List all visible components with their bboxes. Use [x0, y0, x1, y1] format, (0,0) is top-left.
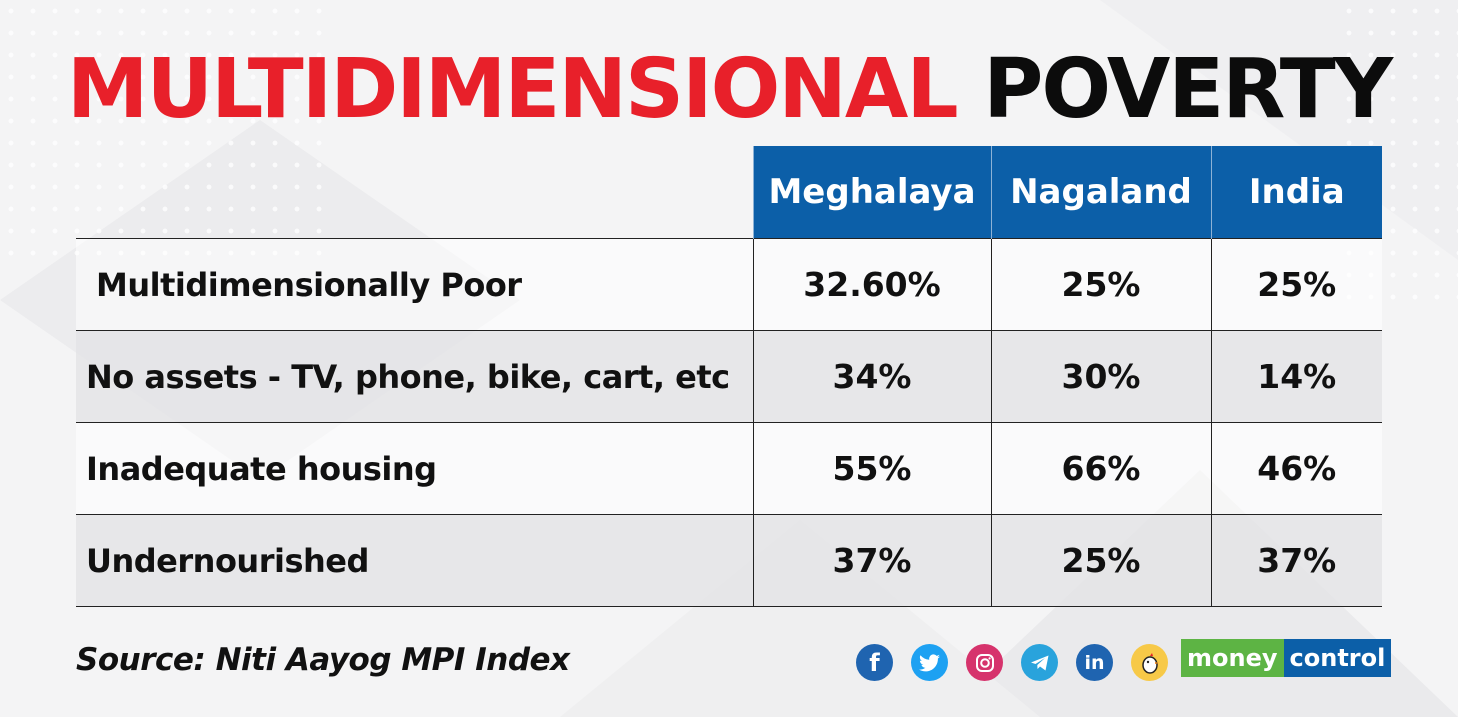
- facebook-glyph: f: [869, 648, 880, 677]
- social-icons: f in: [856, 644, 1168, 681]
- table-cell: 37%: [752, 514, 991, 607]
- instagram-icon[interactable]: [966, 644, 1003, 681]
- table-row: Multidimensionally Poor 32.60% 25% 25%: [76, 238, 1382, 331]
- koo-icon[interactable]: [1131, 644, 1168, 681]
- table-row: Undernourished 37% 25% 37%: [76, 514, 1382, 607]
- table-cell: 30%: [990, 330, 1211, 423]
- facebook-icon[interactable]: f: [856, 644, 893, 681]
- table-row: No assets - TV, phone, bike, cart, etc 3…: [76, 330, 1382, 423]
- poverty-table: Meghalaya Nagaland India Multidimensiona…: [76, 146, 1382, 607]
- table-cell: 34%: [752, 330, 991, 423]
- corner-cell: [76, 146, 753, 239]
- moneycontrol-logo: money control: [1181, 639, 1392, 677]
- table-cell: 25%: [1210, 238, 1382, 331]
- background-dots: [0, 0, 330, 260]
- table-cell: 55%: [752, 422, 991, 515]
- row-label: Undernourished: [76, 514, 753, 607]
- table-cell: 66%: [990, 422, 1211, 515]
- table-cell: 37%: [1210, 514, 1382, 607]
- table-cell: 46%: [1210, 422, 1382, 515]
- linkedin-icon[interactable]: in: [1076, 644, 1113, 681]
- column-header: India: [1210, 146, 1382, 239]
- table-row: Inadequate housing 55% 66% 46%: [76, 422, 1382, 515]
- table-cell: 14%: [1210, 330, 1382, 423]
- title-red-part: MULTIDIMENSIONAL: [66, 42, 959, 137]
- source-note: Source: Niti Aayog MPI Index: [76, 642, 570, 678]
- table-cell: 32.60%: [752, 238, 991, 331]
- title-black-part: POVERTY: [983, 42, 1393, 137]
- row-label: Multidimensionally Poor: [76, 238, 753, 331]
- row-label: No assets - TV, phone, bike, cart, etc: [76, 330, 753, 423]
- table-cell: 25%: [990, 238, 1211, 331]
- row-label: Inadequate housing: [76, 422, 753, 515]
- twitter-icon[interactable]: [911, 644, 948, 681]
- telegram-icon[interactable]: [1021, 644, 1058, 681]
- column-header: Nagaland: [990, 146, 1211, 239]
- table-cell: 25%: [990, 514, 1211, 607]
- column-header: Meghalaya: [752, 146, 991, 239]
- logo-part-control: control: [1283, 639, 1392, 677]
- linkedin-glyph: in: [1084, 651, 1105, 674]
- page-title: MULTIDIMENSIONAL POVERTY: [0, 40, 1458, 140]
- logo-part-money: money: [1181, 639, 1284, 677]
